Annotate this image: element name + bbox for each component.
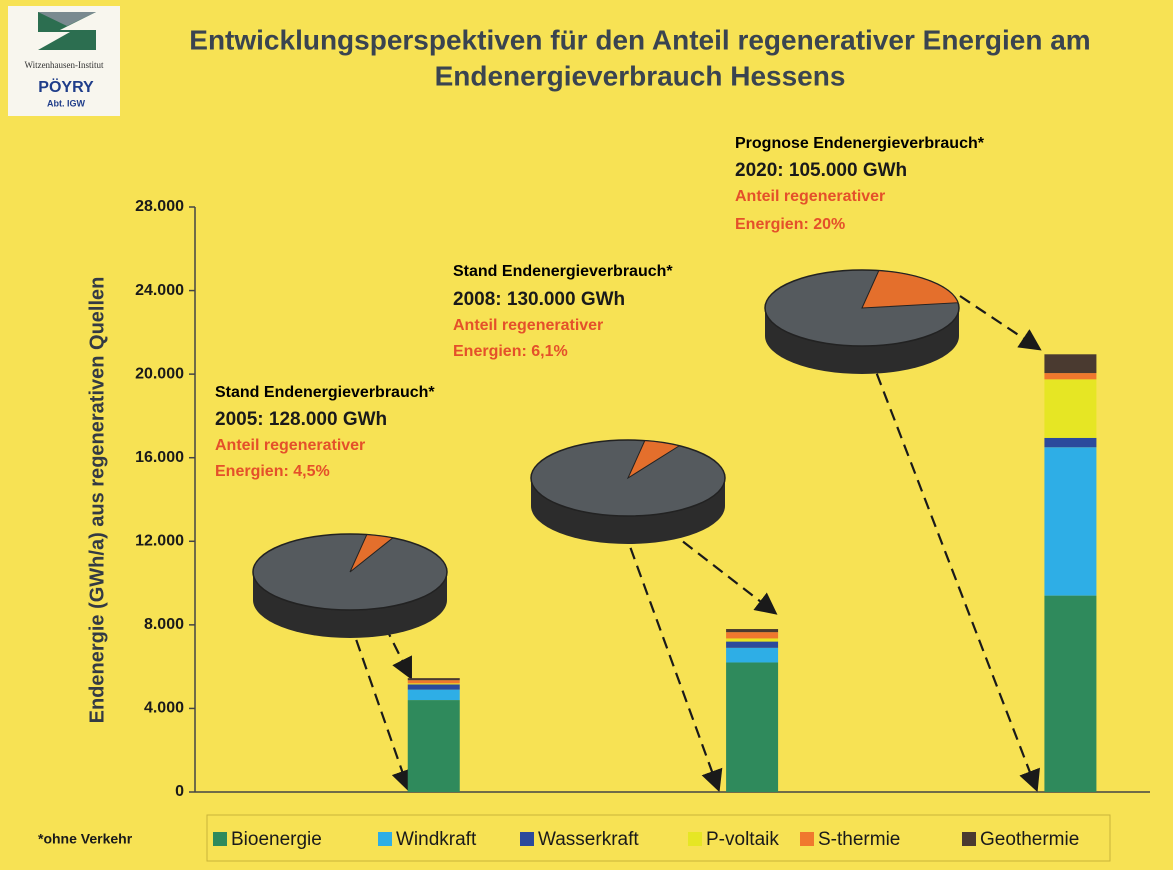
arrow [868, 355, 1040, 793]
pie-wedge [349, 534, 394, 573]
bar-segment [1044, 379, 1097, 438]
logo-text: PÖYRY [38, 77, 94, 96]
y-tick-label: 24.000 [135, 282, 184, 299]
y-tick-label: 28.000 [135, 198, 184, 215]
bar-segment [726, 629, 779, 633]
annotation-total: 2020: 105.000 GWh [735, 160, 907, 181]
bar-segment [1044, 447, 1097, 596]
y-tick-label: 8.000 [144, 616, 184, 633]
annotation-heading: Stand Endenergieverbrauch* [453, 263, 673, 280]
bar-segment [1044, 437, 1097, 448]
footnote: *ohne Verkehr [38, 831, 133, 847]
annotation: Prognose Endenergieverbrauch* 2020: 105.… [735, 135, 985, 233]
legend-swatch [688, 832, 702, 846]
legend-swatch [213, 832, 227, 846]
logo-text: Witzenhausen-Institut [24, 60, 104, 70]
y-tick-label: 20.000 [135, 365, 184, 382]
bar-segment [1044, 595, 1097, 792]
bar-segment [726, 638, 779, 642]
bar-segment [407, 689, 460, 701]
annotation-share-heading: Anteil regenerativer [735, 188, 885, 205]
bar-segment [726, 662, 779, 792]
y-tick-label: 16.000 [135, 449, 184, 466]
annotation-total: 2008: 130.000 GWh [453, 289, 625, 310]
bar-segment [726, 641, 779, 648]
arrow [622, 529, 723, 793]
y-tick-label: 4.000 [144, 700, 184, 717]
chart-title: Entwicklungsperspektiven für den Anteil … [189, 24, 1090, 55]
annotation-share-heading: Anteil regenerativer [453, 317, 603, 334]
y-tick-label: 0 [175, 783, 184, 800]
logo-mark [38, 12, 96, 26]
bar-segment [407, 700, 460, 792]
annotation-heading: Stand Endenergieverbrauch* [215, 384, 435, 401]
annotation-share-heading: Anteil regenerativer [215, 437, 365, 454]
y-axis-label: Endenergie (GWh/a) aus regenerativen Que… [86, 277, 108, 724]
legend-swatch [800, 832, 814, 846]
arrows [348, 295, 1042, 793]
logo: Witzenhausen-Institut PÖYRY Abt. IGW [8, 6, 120, 116]
bar-segment [407, 684, 460, 690]
legend-label: Geothermie [980, 829, 1079, 850]
annotation-heading: Prognose Endenergieverbrauch* [735, 135, 985, 152]
arrow [959, 295, 1042, 351]
legend-label: S-thermie [818, 829, 900, 850]
annotation-total: 2005: 128.000 GWh [215, 409, 387, 430]
pie-wedge [861, 270, 959, 309]
arrow [348, 621, 413, 793]
bar-segment [407, 683, 460, 685]
chart-title: Endenergieverbrauch Hessens [435, 60, 846, 91]
annotation: Stand Endenergieverbrauch* 2008: 130.000… [453, 263, 673, 360]
legend-box [206, 814, 1111, 862]
bar-segment [726, 632, 779, 639]
bar-segment [726, 647, 779, 663]
legend-swatch [520, 832, 534, 846]
bar-segment [407, 678, 460, 681]
annotation: Stand Endenergieverbrauch* 2005: 128.000… [215, 384, 435, 480]
y-tick-label: 12.000 [135, 533, 184, 550]
arrow [667, 529, 778, 615]
bar-segment [1044, 373, 1097, 380]
legend-label: Bioenergie [231, 829, 322, 850]
legend-swatch [962, 832, 976, 846]
pie-wedge [626, 440, 681, 480]
bar-segment [1044, 354, 1097, 374]
legend-label: Windkraft [396, 829, 477, 850]
annotation-share: Energien: 6,1% [453, 343, 568, 360]
annotation-share: Energien: 4,5% [215, 463, 330, 480]
legend-label: P-voltaik [706, 829, 779, 850]
logo-mark [38, 12, 96, 50]
bar-segment [407, 680, 460, 684]
legend-label: Wasserkraft [538, 829, 639, 850]
annotation-share: Energien: 20% [735, 216, 845, 233]
legend-swatch [378, 832, 392, 846]
logo-text: Abt. IGW [47, 98, 85, 108]
